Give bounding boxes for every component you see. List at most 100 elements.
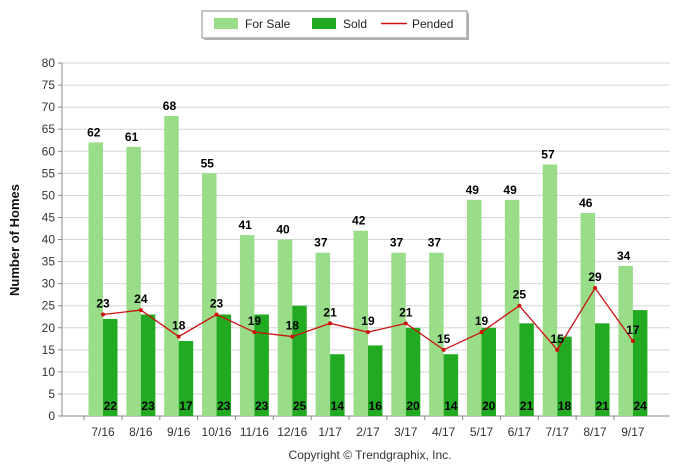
for-sale-data-label: 49 [503,183,517,197]
pended-point [138,308,143,313]
pended-data-label: 15 [551,332,565,346]
pended-data-label: 21 [323,305,337,319]
pended-data-label: 19 [248,314,262,328]
pended-point [365,330,370,335]
x-tick-label: 5/17 [470,425,494,439]
pended-point [441,347,446,352]
pended-point [630,338,635,343]
y-tick-label: 80 [42,56,56,70]
pended-data-label: 23 [96,297,110,311]
for-sale-bar [239,235,255,416]
pended-point [214,312,219,317]
x-tick-label: 9/17 [621,425,645,439]
for-sale-bar [391,252,406,416]
for-sale-bar [618,265,633,416]
sold-data-label: 20 [482,399,496,413]
sold-bar [405,327,421,416]
pended-data-label: 25 [513,288,527,302]
pended-point [101,312,105,317]
legend-box-shadow [467,13,469,40]
for-sale-data-label: 37 [428,236,442,250]
pended-point [479,330,484,335]
for-sale-data-label: 57 [541,147,555,161]
for-sale-bar [88,142,103,417]
legend-box-shadow-bottom [204,38,469,40]
sold-bar [595,323,610,416]
sold-data-label: 14 [444,399,458,413]
sold-data-label: 20 [406,399,420,413]
x-tick-label: 9/16 [167,425,191,439]
for-sale-data-label: 40 [276,223,290,237]
pended-point [403,321,408,326]
y-tick-label: 60 [42,144,56,158]
for-sale-bar [504,199,520,416]
y-tick-label: 15 [42,343,56,357]
sold-data-label: 21 [520,399,534,413]
sold-data-label: 22 [104,399,118,413]
sold-data-label: 16 [369,399,383,413]
sold-bar [367,345,383,416]
sold-data-label: 25 [293,399,307,413]
pended-line-series [101,286,635,352]
for-sale-bar [467,199,482,416]
sold-bar [557,336,572,416]
x-tick-label: 10/16 [202,425,232,439]
pended-point [555,347,560,352]
x-tick-label: 3/17 [394,425,418,439]
y-tick-label: 45 [42,210,56,224]
for-sale-data-label: 42 [352,214,366,228]
x-ticks: 7/16 8/16 9/16 10/16 11/16 12/16 1/17 2/17 3/17 4… [83,416,645,439]
copyright-footer: Copyright © Trendgraphix, Inc. [289,448,452,462]
sold-data-label: 14 [331,399,345,413]
y-tick-label: 75 [42,78,56,92]
x-tick-label: 6/17 [508,425,532,439]
for-sale-bar [580,213,596,416]
x-tick-label: 12/16 [277,425,307,439]
sold-bar [140,314,156,416]
for-sale-data-label: 62 [87,125,101,139]
for-sale-data-label: 49 [466,183,480,197]
pended-data-label: 17 [626,323,640,337]
pended-data-label: 15 [437,332,451,346]
sold-data-label: 17 [179,399,193,413]
pended-data-label: 23 [210,297,224,311]
y-tick-label: 10 [42,365,56,379]
pended-point [290,334,295,339]
for-sale-bar [126,146,141,416]
y-tick-label: 50 [42,188,56,202]
sold-bar [216,314,232,416]
pended-data-label: 18 [172,319,186,333]
for-sale-bar [353,230,368,416]
pended-point [517,303,522,308]
pended-point [328,321,333,326]
for-sale-data-label: 34 [617,249,631,263]
for-sale-bar [164,115,179,416]
y-ticks: 0 5 10 15 20 25 30 35 40 45 50 55 60 65 70 75 80 [42,56,62,423]
sold-bar [481,327,496,416]
x-tick-label: 8/17 [583,425,607,439]
y-axis-title: Number of Homes [7,184,22,296]
pended-point [176,334,181,339]
sold-data-label: 23 [141,399,155,413]
for-sale-data-label: 68 [163,99,177,113]
x-tick-label: 2/17 [356,425,380,439]
sold-bar [103,318,118,416]
for-sale-bar [202,173,217,416]
pended-data-label: 19 [475,314,489,328]
x-tick-label: 11/16 [240,425,269,439]
sold-data-label: 23 [217,399,231,413]
sold-bar [330,354,345,416]
pended-data-label: 18 [286,319,300,333]
pended-data-label: 24 [134,292,148,306]
y-tick-label: 30 [42,277,56,291]
sold-data-label: 23 [255,399,269,413]
data-labels: 62 22 61 23 68 17 55 23 41 23 40 25 37 14 42 16 37 20 37 14… [87,99,647,413]
x-tick-label: 7/17 [546,425,570,439]
y-tick-label: 5 [48,387,55,401]
pended-data-label: 19 [361,314,375,328]
sold-bar [519,323,534,416]
sold-bar [443,354,459,416]
legend-swatch-sold [312,18,336,29]
for-sale-data-label: 55 [201,156,215,170]
y-tick-label: 20 [42,321,56,335]
